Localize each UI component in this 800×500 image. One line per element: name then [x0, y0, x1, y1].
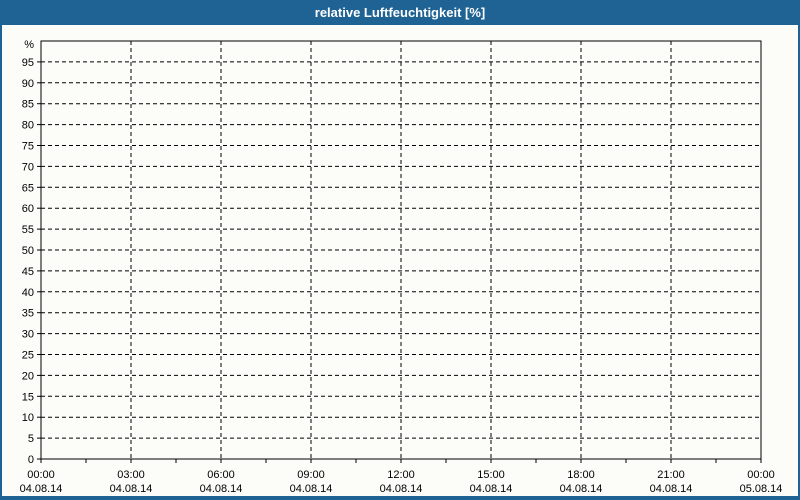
- x-tick-time-label: 12:00: [387, 469, 415, 481]
- y-tick-label: 85: [22, 99, 34, 111]
- y-tick-label: 25: [22, 350, 34, 362]
- x-tick-time-label: 18:00: [567, 469, 595, 481]
- x-tick-date-label: 04.08.14: [380, 483, 423, 495]
- y-tick-label: 70: [22, 161, 34, 173]
- y-tick-label: 60: [22, 203, 34, 215]
- y-tick-label: 95: [22, 57, 34, 69]
- x-tick-date-label: 04.08.14: [470, 483, 513, 495]
- y-axis-unit-label: %: [24, 39, 34, 51]
- y-tick-label: 20: [22, 370, 34, 382]
- y-tick-label: 30: [22, 329, 34, 341]
- y-tick-label: 5: [28, 433, 34, 445]
- y-tick-label: 35: [22, 308, 34, 320]
- y-tick-label: 80: [22, 120, 34, 132]
- y-tick-label: 90: [22, 78, 34, 90]
- chart-title-bar: relative Luftfeuchtigkeit [%]: [0, 0, 800, 25]
- y-tick-label: 55: [22, 224, 34, 236]
- chart-title: relative Luftfeuchtigkeit [%]: [314, 5, 486, 20]
- x-tick-time-label: 06:00: [207, 469, 235, 481]
- x-tick-date-label: 04.08.14: [560, 483, 603, 495]
- window-border-bottom: [0, 496, 800, 500]
- x-tick-date-label: 04.08.14: [290, 483, 333, 495]
- x-tick-date-label: 04.08.14: [20, 483, 63, 495]
- x-tick-date-label: 05.08.14: [740, 483, 783, 495]
- y-tick-label: 75: [22, 141, 34, 153]
- y-tick-label: 10: [22, 412, 34, 424]
- x-tick-time-label: 03:00: [117, 469, 145, 481]
- x-tick-time-label: 09:00: [297, 469, 325, 481]
- x-tick-time-label: 00:00: [747, 469, 775, 481]
- x-tick-time-label: 15:00: [477, 469, 505, 481]
- x-tick-date-label: 04.08.14: [200, 483, 243, 495]
- x-tick-date-label: 04.08.14: [110, 483, 153, 495]
- y-tick-label: 65: [22, 182, 34, 194]
- window-border-left: [0, 25, 2, 500]
- x-tick-time-label: 21:00: [657, 469, 685, 481]
- x-tick-time-label: 00:00: [27, 469, 55, 481]
- x-tick-date-label: 04.08.14: [650, 483, 693, 495]
- window-border-right: [798, 25, 800, 500]
- y-tick-label: 15: [22, 391, 34, 403]
- y-tick-label: 40: [22, 287, 34, 299]
- y-tick-label: 50: [22, 245, 34, 257]
- y-tick-label: 45: [22, 266, 34, 278]
- y-tick-label: 0: [28, 454, 34, 466]
